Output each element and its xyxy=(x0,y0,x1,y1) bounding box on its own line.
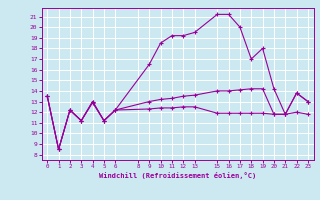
X-axis label: Windchill (Refroidissement éolien,°C): Windchill (Refroidissement éolien,°C) xyxy=(99,172,256,179)
